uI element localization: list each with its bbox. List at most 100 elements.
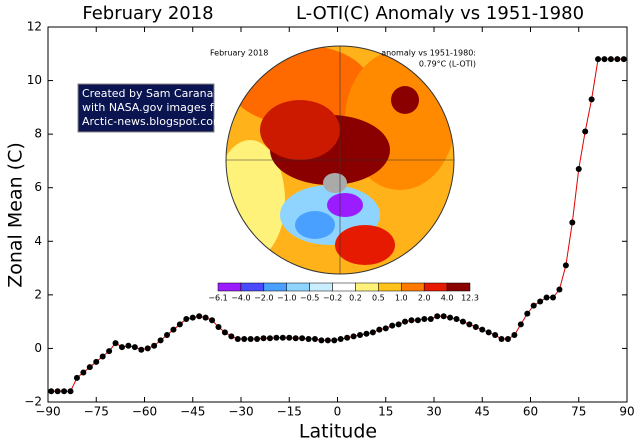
colorbar-segment xyxy=(423,282,448,292)
data-point xyxy=(453,315,460,322)
data-point xyxy=(376,326,383,333)
x-tick-label: −60 xyxy=(132,405,157,419)
data-point xyxy=(80,369,87,376)
data-point xyxy=(389,322,396,329)
inset-title: February 2018 xyxy=(210,49,268,58)
data-point xyxy=(382,325,389,332)
y-tick-label: 0 xyxy=(34,341,42,355)
x-tick-label: 15 xyxy=(378,405,393,419)
data-point xyxy=(595,56,602,63)
inset-map xyxy=(225,45,455,275)
data-point xyxy=(273,334,280,341)
data-point xyxy=(324,337,331,344)
data-point xyxy=(292,335,299,342)
x-tick-label: −90 xyxy=(35,405,60,419)
data-point xyxy=(485,329,492,336)
credit-text: with NASA.gov images for xyxy=(82,101,225,114)
data-point xyxy=(427,315,434,322)
data-point xyxy=(254,336,261,343)
data-point xyxy=(357,332,364,339)
data-point xyxy=(196,313,203,320)
x-tick-label: −15 xyxy=(277,405,302,419)
data-point xyxy=(151,342,158,349)
data-point xyxy=(183,315,190,322)
data-point xyxy=(369,329,376,336)
data-point xyxy=(48,388,55,395)
data-point xyxy=(550,294,557,301)
data-point xyxy=(414,317,421,324)
data-point xyxy=(118,344,125,351)
data-point xyxy=(144,345,151,352)
data-point xyxy=(54,388,61,395)
data-point xyxy=(260,335,267,342)
data-point xyxy=(337,336,344,343)
data-point xyxy=(112,340,119,347)
colorbar-segment xyxy=(240,282,265,292)
data-point xyxy=(556,286,563,293)
data-point xyxy=(479,326,486,333)
colorbar-label: 1.0 xyxy=(395,294,408,303)
data-point xyxy=(363,330,370,337)
inset-note: 0.79°C (L-OTI) xyxy=(419,60,476,69)
data-point xyxy=(279,334,286,341)
x-axis-label: Latitude xyxy=(299,421,377,443)
colorbar-label: 0.5 xyxy=(372,294,385,303)
x-tick-label: 75 xyxy=(571,405,586,419)
data-point xyxy=(99,353,106,360)
colorbar-label: −0.2 xyxy=(323,294,342,303)
data-point xyxy=(492,332,499,339)
data-point xyxy=(607,56,614,63)
data-point xyxy=(582,128,589,135)
colorbar-label: −0.5 xyxy=(300,294,319,303)
data-point xyxy=(234,336,241,343)
x-tick-label: −30 xyxy=(228,405,253,419)
colorbar-label: −4.0 xyxy=(231,294,250,303)
colorbar-label: 4.0 xyxy=(441,294,454,303)
x-tick-label: 90 xyxy=(619,405,634,419)
data-point xyxy=(286,334,293,341)
y-tick-label: 2 xyxy=(34,287,42,301)
data-point xyxy=(311,336,318,343)
data-point xyxy=(440,313,447,320)
data-point xyxy=(620,56,627,63)
colorbar-label: 12.3 xyxy=(461,294,479,303)
data-point xyxy=(131,344,138,351)
data-point xyxy=(228,333,235,340)
credit-box xyxy=(77,83,215,133)
colorbar-label: −6.1 xyxy=(208,294,227,303)
colorbar-segment xyxy=(286,282,310,292)
data-point xyxy=(466,321,473,328)
data-point xyxy=(157,337,164,344)
data-point xyxy=(504,336,511,343)
y-tick-label: 6 xyxy=(34,180,42,194)
colorbar-label: −2.0 xyxy=(254,294,273,303)
colorbar-segment xyxy=(446,282,471,292)
data-point xyxy=(408,317,415,324)
chart-title-left: February 2018 xyxy=(82,3,213,24)
data-point xyxy=(170,326,177,333)
data-point xyxy=(189,314,196,321)
y-tick-label: 4 xyxy=(34,234,42,248)
data-point xyxy=(459,318,466,325)
data-point xyxy=(614,56,621,63)
data-point xyxy=(209,317,216,324)
data-point xyxy=(138,346,145,353)
data-point xyxy=(588,96,595,103)
data-point xyxy=(202,314,209,321)
data-point xyxy=(517,321,524,328)
credit-text: Created by Sam Carana xyxy=(82,87,213,100)
chart-title-right: L-OTI(C) Anomaly vs 1951-1980 xyxy=(296,3,584,24)
data-point xyxy=(318,337,325,344)
colorbar-label: 0.2 xyxy=(349,294,362,303)
data-point xyxy=(61,388,68,395)
data-point xyxy=(305,336,312,343)
data-point xyxy=(543,294,550,301)
data-point xyxy=(67,388,74,395)
data-point xyxy=(434,313,441,320)
colorbar-segment xyxy=(401,282,425,292)
colorbar-label: −1.0 xyxy=(277,294,296,303)
data-point xyxy=(524,310,531,317)
data-point xyxy=(266,335,273,342)
data-point xyxy=(350,333,357,340)
data-point xyxy=(86,364,93,371)
